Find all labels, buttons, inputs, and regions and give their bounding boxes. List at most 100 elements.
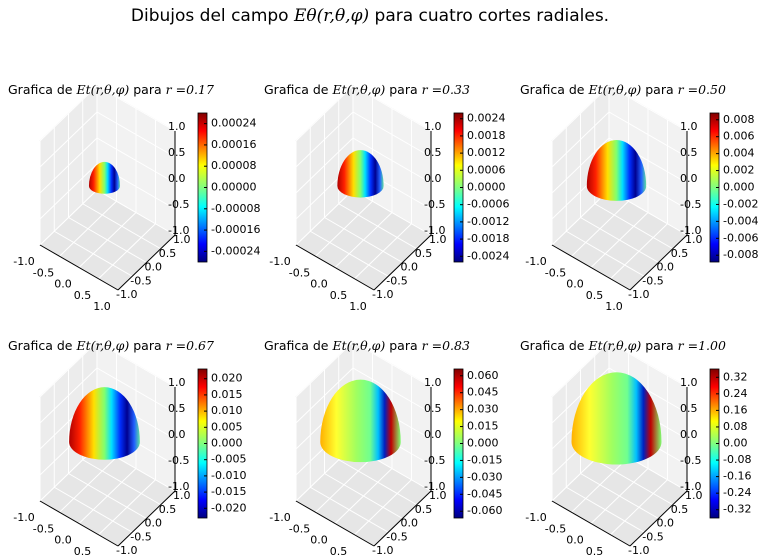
grid-line (54, 230, 133, 277)
title-part: r = (678, 82, 698, 97)
x-tick-label: -0.5 (289, 266, 310, 279)
title-part: para (645, 82, 673, 97)
x-tick-label: -1.0 (269, 255, 290, 268)
z-tick-label: 0.0 (168, 428, 186, 441)
x-tick-label: 1.0 (349, 556, 367, 558)
colorbar-tick-label: -0.045 (467, 487, 502, 500)
grid-line (310, 486, 389, 533)
x-tick-label: 1.0 (349, 300, 367, 313)
y-tick-label: 1.0 (173, 233, 191, 246)
colorbar-tick-label: 0.000 (467, 437, 499, 450)
z-tick-label: 1.0 (680, 120, 698, 133)
z-tick-label: -1.0 (680, 224, 701, 237)
y-tick-label: -1.0 (116, 288, 137, 301)
grid-line (594, 459, 673, 506)
colorbar-tick-label: -0.0006 (467, 198, 509, 211)
subplot: -1.0-0.50.00.51.01.00.50.0-0.5-1.01.00.5… (264, 82, 509, 314)
x-tick-label: 0.5 (330, 545, 348, 558)
x-tick-label: -1.0 (13, 255, 34, 268)
grid-line (608, 341, 688, 388)
grid-line (324, 217, 403, 263)
colorbar-tick-label: -0.08 (723, 453, 751, 466)
grid-line (39, 189, 98, 246)
grid-line (352, 189, 432, 236)
x-tick-label: 0.0 (54, 278, 72, 291)
y-tick-label: -1.0 (372, 288, 393, 301)
hemisphere (69, 387, 140, 460)
y-tick-label: -1.0 (372, 544, 393, 557)
axis-line (295, 500, 375, 547)
x-tick-label: 0.0 (566, 534, 584, 547)
x-tick-label: -0.5 (545, 266, 566, 279)
grid-line (96, 111, 176, 158)
z-tick-label: 1.0 (424, 120, 442, 133)
y-tick-label: 0.5 (671, 247, 689, 260)
title-part: r = (166, 82, 186, 97)
colorbar-tick-label: 0.010 (211, 404, 243, 417)
title-part: 0.50 (698, 82, 726, 97)
colorbar-tick-label: 0.045 (467, 386, 499, 399)
colorbar-tick-label: 0.006 (723, 130, 755, 143)
grid-line (352, 85, 432, 132)
grid-line (310, 230, 389, 277)
title-part: 0.83 (442, 338, 470, 353)
title-part: para (645, 338, 673, 353)
y-tick-label: 1.0 (173, 489, 191, 502)
axis-line (295, 244, 375, 291)
panel-title: Grafica de Et(r,θ,φ) para r =0.83 (264, 338, 470, 353)
z-tick-label: 0.0 (424, 428, 442, 441)
y-tick-label: 0.0 (657, 517, 675, 530)
colorbar-tick-label: 0.24 (723, 387, 748, 400)
z-tick-label: 1.0 (168, 376, 186, 389)
colorbar-tick-label: -0.00024 (211, 244, 260, 257)
grid-line (39, 341, 98, 398)
colorbar-tick-label: 0.0006 (467, 163, 506, 176)
title-part: Grafica de (520, 338, 585, 353)
x-tick-label: 0.5 (330, 289, 348, 302)
hemisphere (586, 139, 647, 201)
grid-line (295, 137, 354, 194)
grid-line (551, 137, 610, 194)
z-tick-label: -1.0 (680, 480, 701, 493)
colorbar-tick-label: 0.00000 (211, 181, 257, 194)
colorbar-tick-label: -0.0012 (467, 215, 509, 228)
z-tick-label: -0.5 (424, 454, 445, 467)
axis-line (117, 234, 176, 291)
x-tick-label: -0.5 (33, 266, 54, 279)
title-part: Et(r,θ,φ) (76, 82, 130, 97)
x-tick-label: 0.0 (310, 534, 328, 547)
grid-line (551, 85, 610, 142)
colorbar-tick-label: 0.005 (211, 420, 243, 433)
grid-line (352, 367, 432, 414)
grid-line (68, 473, 147, 519)
x-tick-label: -0.5 (545, 522, 566, 535)
x-tick-label: 0.0 (54, 534, 72, 547)
colorbar-tick-label: -0.030 (467, 470, 502, 483)
x-tick-label: 0.0 (310, 278, 328, 291)
title-part: Et(r,θ,φ) (332, 82, 386, 97)
panel-title: Grafica de Et(r,θ,φ) para r =0.50 (520, 82, 726, 97)
grid-line (566, 230, 645, 277)
y-tick-label: 0.0 (657, 261, 675, 274)
z-tick-label: 1.0 (168, 120, 186, 133)
y-tick-label: -0.5 (642, 530, 663, 543)
title-part: para (133, 82, 161, 97)
z-tick-label: -1.0 (168, 224, 189, 237)
grid-line (82, 203, 161, 250)
axis-line (629, 490, 688, 547)
z-tick-label: 0.5 (424, 402, 442, 415)
colorbar-tick-label: 0.015 (467, 420, 499, 433)
y-tick-label: 0.5 (415, 503, 433, 516)
colorbar-tick-label: 0.000 (211, 437, 243, 450)
title-part: para (389, 338, 417, 353)
colorbar-tick-label: 0.015 (211, 388, 243, 401)
y-tick-label: 0.5 (159, 503, 177, 516)
z-tick-label: 0.5 (168, 146, 186, 159)
colorbar-tick-label: -0.24 (723, 486, 751, 499)
y-tick-label: 1.0 (429, 489, 447, 502)
y-tick-label: 0.0 (401, 261, 419, 274)
grid-line (295, 367, 354, 424)
z-tick-label: 0.5 (680, 402, 698, 415)
colorbar-tick-label: -0.015 (467, 453, 502, 466)
